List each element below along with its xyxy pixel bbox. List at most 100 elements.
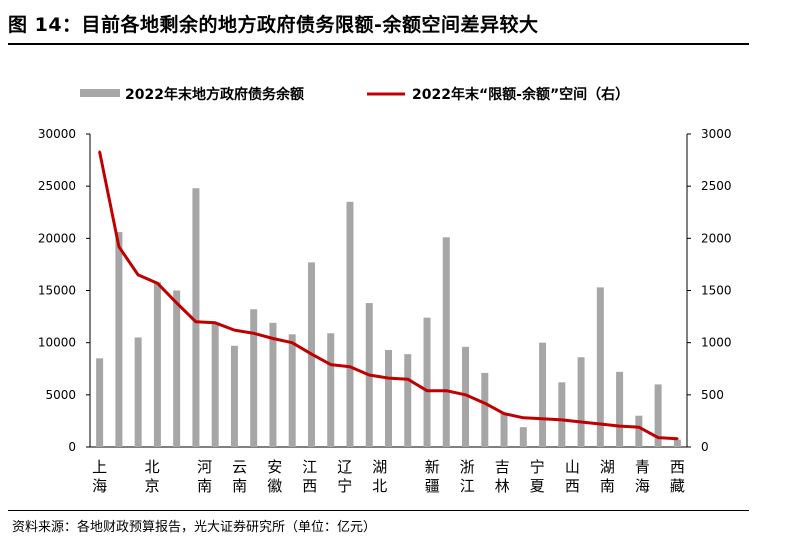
- bar: [288, 334, 296, 447]
- figure-title: 图 14：目前各地剩余的地方政府债务限额-余额空间差异较大: [8, 14, 539, 36]
- legend-label-bars: 2022年末地方政府债务余额: [125, 86, 304, 103]
- category-label: 湖: [372, 458, 387, 476]
- category-label: 南: [197, 477, 212, 495]
- bar: [481, 372, 489, 447]
- line-point: [348, 365, 352, 368]
- axes: 0 5000 10000 15000 20000 25000 30000 0 500 1000 15…: [38, 127, 732, 454]
- line-point: [252, 332, 255, 335]
- line-point: [175, 301, 178, 305]
- category-label: 山: [565, 458, 580, 476]
- bar: [346, 201, 354, 447]
- left-tick-label: 20000: [38, 231, 76, 245]
- category-label: 宁: [530, 458, 545, 476]
- line-point: [387, 376, 390, 380]
- bar: [442, 237, 450, 447]
- category-label: 南: [600, 477, 615, 495]
- line-point: [156, 281, 159, 285]
- right-tick-label: 2500: [701, 179, 732, 193]
- left-tick-label: 25000: [38, 179, 76, 193]
- category-label: 西: [670, 458, 685, 476]
- bar: [558, 382, 566, 447]
- category-label: 疆: [425, 477, 440, 495]
- line-point: [656, 436, 660, 439]
- category-label: 宁: [337, 477, 352, 495]
- line-point: [310, 352, 313, 356]
- title-rule: [8, 43, 749, 45]
- bar: [404, 354, 412, 447]
- line-point: [541, 417, 544, 421]
- category-label: 河: [197, 458, 212, 476]
- left-tick-label: 0: [68, 440, 76, 454]
- left-tick-label: 15000: [38, 284, 76, 298]
- line-point: [136, 273, 140, 277]
- bar: [250, 309, 258, 447]
- right-tick-label: 500: [701, 388, 724, 402]
- line-series: [98, 150, 679, 441]
- line-point: [233, 328, 236, 332]
- line-point: [676, 437, 679, 440]
- line-point: [425, 389, 429, 392]
- bar: [192, 188, 200, 447]
- bar: [616, 371, 624, 447]
- category-label: 海: [635, 477, 650, 495]
- bar: [96, 358, 104, 447]
- line-point: [483, 401, 486, 405]
- category-label: 夏: [530, 477, 545, 495]
- category-label: 云: [232, 458, 247, 476]
- bar: [153, 282, 161, 447]
- right-tick-label: 3000: [701, 127, 732, 141]
- line-point: [502, 412, 506, 415]
- line-point: [271, 337, 275, 340]
- category-label: 林: [495, 477, 510, 495]
- left-tick-label: 5000: [45, 388, 76, 402]
- bar: [500, 413, 508, 447]
- chart-legend: 2022年末地方政府债务余额 2022年末“限额-余额”空间（右）: [80, 86, 629, 103]
- line-point: [117, 245, 121, 248]
- bar: [173, 290, 181, 447]
- category-label: 辽: [337, 458, 352, 476]
- line-point: [464, 393, 467, 397]
- bar: [673, 439, 681, 447]
- category-label: 江: [460, 477, 475, 495]
- category-label: 西: [565, 477, 580, 495]
- bar: [211, 323, 219, 447]
- line-point: [329, 363, 332, 366]
- bar: [519, 427, 527, 447]
- line-point: [194, 320, 198, 323]
- category-label: 上: [92, 458, 107, 476]
- line-point: [599, 422, 602, 426]
- bar: [269, 322, 277, 447]
- line-point: [406, 377, 409, 381]
- bar: [462, 346, 470, 447]
- category-label: 北: [372, 477, 387, 495]
- bar: [115, 232, 123, 447]
- category-label: 北: [145, 458, 160, 476]
- line-point: [98, 150, 101, 153]
- bar: [577, 357, 585, 447]
- line-point: [522, 416, 525, 419]
- category-label: 西: [302, 477, 317, 495]
- bar: [134, 337, 142, 447]
- category-label: 新: [425, 458, 440, 476]
- category-label: 湖: [600, 458, 615, 476]
- category-label: 浙: [460, 458, 475, 476]
- category-label: 江: [302, 458, 317, 476]
- bar: [230, 345, 238, 447]
- line-point: [368, 373, 371, 377]
- category-label: 藏: [670, 477, 685, 495]
- bar: [654, 384, 662, 447]
- bar: [327, 333, 335, 447]
- category-label: 青: [635, 458, 650, 476]
- line-point: [618, 424, 621, 428]
- bar: [385, 349, 392, 447]
- bar-series: [96, 188, 681, 447]
- right-tick-label: 0: [701, 440, 709, 454]
- bar: [596, 287, 604, 447]
- right-tick-label: 1500: [701, 284, 732, 298]
- left-tick-label: 10000: [38, 336, 76, 350]
- figure-source: 资料来源：各地财政预算报告，光大证券研究所（单位：亿元）: [12, 520, 377, 535]
- line-point: [637, 425, 641, 429]
- category-label: 吉: [495, 458, 510, 476]
